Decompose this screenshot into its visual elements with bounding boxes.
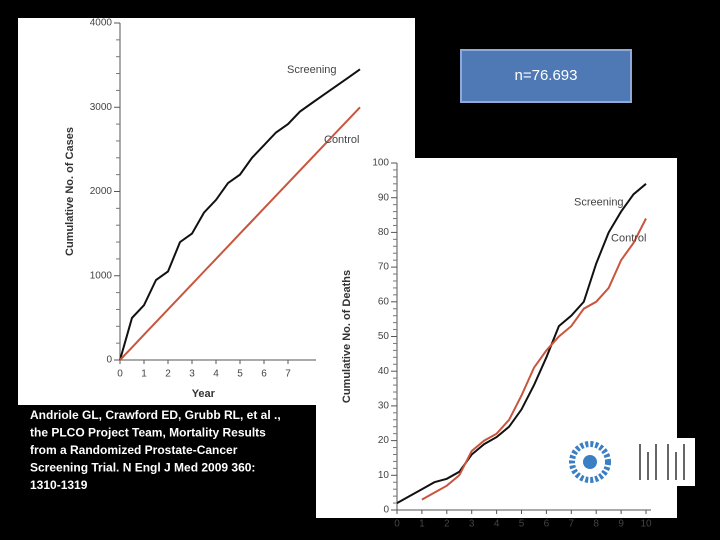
y-tick-label: 2000: [90, 186, 113, 197]
y-tick-label: 70: [378, 262, 390, 273]
y-tick-label: 40: [378, 366, 390, 377]
x-tick-label: 3: [469, 519, 475, 530]
x-tick-label: 1: [419, 519, 425, 530]
x-tick-label: 2: [165, 369, 171, 380]
y-tick-label: 1000: [90, 270, 113, 281]
series-label: Control: [611, 232, 646, 244]
y-tick-label: 30: [378, 401, 390, 412]
y-tick-label: 90: [378, 192, 390, 203]
x-tick-label: 6: [544, 519, 550, 530]
series-line: [396, 183, 647, 504]
logo-mark: [639, 444, 685, 480]
logo: [567, 438, 695, 486]
y-tick-label: 3000: [90, 102, 113, 113]
sample-box: [460, 49, 632, 103]
x-tick-label: 1: [141, 369, 147, 380]
citation-line: Andriole GL, Crawford ED, Grubb RL, et a…: [30, 408, 281, 422]
x-tick-label: 2: [444, 519, 450, 530]
logo-ring: [569, 441, 611, 483]
series-label: Screening: [574, 197, 624, 209]
y-axis-label: Cumulative No. of Deaths: [341, 270, 353, 403]
x-tick-label: 9: [618, 519, 624, 530]
x-tick-label: 7: [569, 519, 575, 530]
x-axis-label: Year: [192, 388, 216, 400]
y-tick-label: 0: [106, 355, 112, 366]
x-tick-label: 10: [640, 519, 652, 530]
x-tick-label: 8: [593, 519, 599, 530]
x-tick-label: 4: [213, 369, 219, 380]
x-tick-label: 0: [117, 369, 123, 380]
logo-core: [583, 455, 597, 469]
x-tick-label: 5: [519, 519, 525, 530]
x-tick-label: 4: [494, 519, 500, 530]
x-tick-label: 0: [394, 519, 400, 530]
sample-text: n=76.693: [515, 67, 578, 84]
x-tick-label: 5: [237, 369, 243, 380]
y-tick-label: 4000: [90, 18, 113, 29]
y-tick-label: 0: [383, 505, 389, 516]
x-tick-label: 7: [285, 369, 291, 380]
y-tick-label: 60: [378, 296, 390, 307]
y-tick-label: 20: [378, 435, 390, 446]
y-tick-label: 10: [378, 470, 390, 481]
y-axis-label: Cumulative No. of Cases: [64, 127, 76, 256]
citation-line: from a Randomized Prostate-Cancer: [30, 443, 238, 457]
y-tick-label: 80: [378, 227, 390, 238]
y-tick-label: 100: [372, 158, 389, 169]
y-tick-label: 50: [378, 331, 390, 342]
series-line: [119, 68, 361, 361]
citation: Andriole GL, Crawford ED, Grubb RL, et a…: [30, 408, 281, 492]
series-line: [421, 218, 647, 501]
series-label: Screening: [287, 64, 337, 76]
x-tick-label: 6: [261, 369, 267, 380]
citation-line: 1310-1319: [30, 478, 88, 492]
x-tick-label: 3: [189, 369, 195, 380]
citation-line: Screening Trial. N Engl J Med 2009 360:: [30, 461, 255, 475]
series-label: Control: [324, 134, 359, 146]
series-line: [119, 106, 361, 361]
citation-line: the PLCO Project Team, Mortality Results: [30, 426, 266, 440]
